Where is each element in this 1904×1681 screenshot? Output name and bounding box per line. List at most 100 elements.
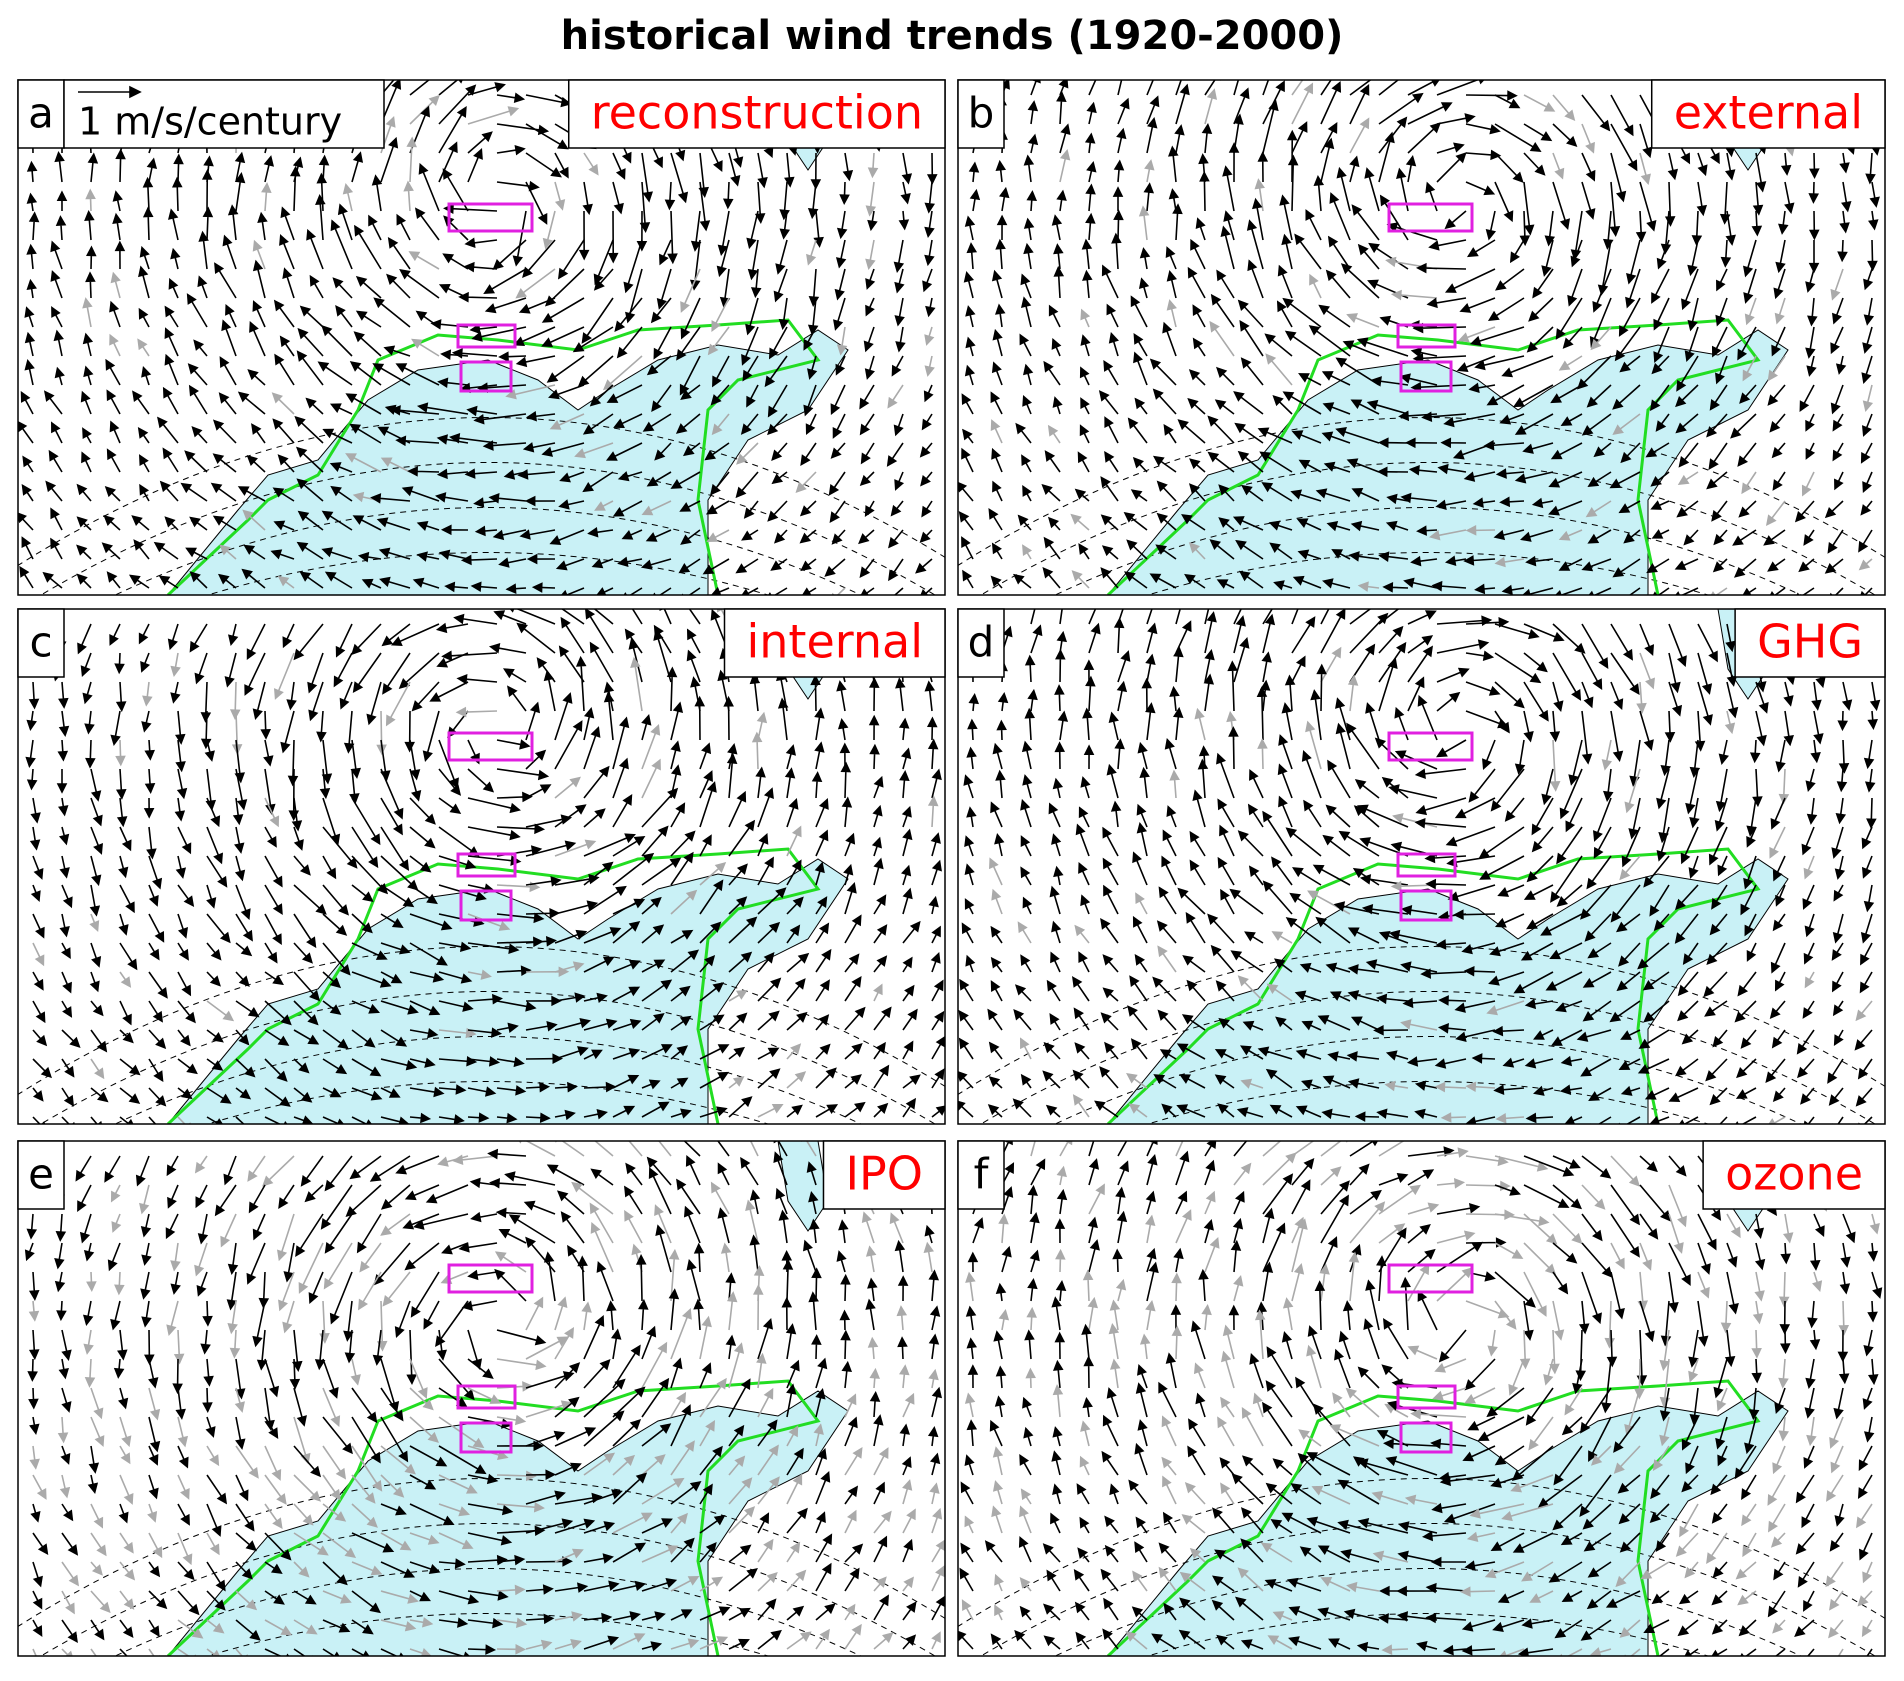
wind-vector bbox=[1838, 739, 1850, 774]
wind-vector bbox=[815, 922, 830, 944]
wind-vector bbox=[498, 557, 527, 568]
wind-vector bbox=[1519, 1329, 1531, 1370]
wind-vector bbox=[1803, 942, 1815, 965]
wind-vector bbox=[1102, 1628, 1119, 1650]
wind-vector bbox=[1639, 710, 1654, 751]
wind-vector bbox=[235, 913, 253, 942]
wind-vector bbox=[1149, 358, 1177, 386]
wind-vector bbox=[1146, 1261, 1159, 1302]
wind-vector bbox=[322, 1058, 348, 1075]
wind-vector bbox=[859, 558, 875, 579]
wind-vector bbox=[638, 1298, 649, 1331]
wind-vector bbox=[1494, 268, 1525, 291]
wind-vector bbox=[840, 1273, 851, 1302]
wind-vector bbox=[1217, 856, 1235, 886]
panel-label-box bbox=[567, 79, 946, 149]
wind-vector bbox=[26, 192, 38, 212]
wind-vector bbox=[815, 1448, 827, 1476]
wind-vector bbox=[89, 884, 101, 917]
wind-vector bbox=[1459, 297, 1496, 313]
panel-letter-box bbox=[17, 608, 65, 678]
wind-vector bbox=[594, 1141, 614, 1157]
wind-vector bbox=[1708, 442, 1728, 470]
wind-vector bbox=[58, 826, 70, 846]
wind-vector bbox=[1043, 1041, 1061, 1060]
wind-vector bbox=[830, 442, 846, 459]
wind-vector bbox=[1320, 137, 1335, 183]
wind-vector bbox=[496, 1000, 537, 1012]
wind-vector bbox=[496, 1085, 527, 1096]
wind-vector bbox=[1042, 566, 1061, 589]
panel-letter-box bbox=[957, 608, 1005, 678]
wind-vector bbox=[1320, 81, 1342, 125]
wind-vector bbox=[104, 485, 121, 502]
wind-vector bbox=[1365, 702, 1380, 741]
wind-vector bbox=[235, 971, 250, 987]
wind-vector bbox=[1248, 865, 1264, 886]
wind-vector bbox=[1523, 884, 1554, 900]
wind-vector bbox=[1552, 94, 1576, 122]
wind-vector bbox=[1074, 924, 1090, 944]
wind-vector bbox=[728, 1544, 752, 1563]
wind-vector bbox=[1603, 768, 1614, 803]
wind-vector bbox=[1349, 80, 1372, 96]
wind-vector bbox=[1349, 612, 1389, 654]
wind-vector bbox=[1349, 84, 1370, 125]
wind-vector bbox=[57, 739, 69, 762]
wind-vector bbox=[144, 1329, 155, 1366]
wind-vector bbox=[583, 1314, 605, 1360]
wind-vector bbox=[1188, 1418, 1206, 1447]
wind-vector bbox=[1523, 123, 1553, 142]
wind-vector bbox=[1322, 578, 1351, 589]
wind-vector bbox=[1332, 1392, 1351, 1418]
wind-vector bbox=[1660, 210, 1672, 255]
wind-vector bbox=[901, 1456, 912, 1476]
wind-vector bbox=[995, 238, 1006, 270]
wind-vector bbox=[148, 1358, 159, 1389]
wind-vector bbox=[1328, 1638, 1351, 1650]
wind-vector bbox=[1161, 1415, 1177, 1447]
wind-vector bbox=[1825, 1561, 1844, 1588]
wind-vector bbox=[242, 509, 266, 531]
wind-vector bbox=[964, 1392, 976, 1418]
wind-vector bbox=[148, 1000, 163, 1023]
graticule bbox=[1054, 1036, 1802, 1124]
wind-vector bbox=[641, 1545, 679, 1563]
wind-vector bbox=[409, 855, 432, 873]
wind-vector bbox=[21, 484, 34, 502]
wind-vector bbox=[923, 1241, 934, 1273]
wind-vector bbox=[641, 1423, 672, 1447]
wind-vector bbox=[1780, 1329, 1791, 1354]
wind-vector bbox=[1687, 239, 1699, 277]
wind-vector bbox=[219, 356, 237, 386]
wind-vector bbox=[1188, 483, 1206, 502]
wind-vector bbox=[294, 415, 324, 444]
wind-vector bbox=[728, 989, 748, 1002]
wind-vector bbox=[1653, 297, 1670, 331]
wind-vector bbox=[1203, 673, 1215, 712]
wind-vector bbox=[1053, 1359, 1064, 1389]
wind-vector bbox=[1116, 127, 1127, 154]
wind-vector bbox=[1168, 145, 1179, 183]
wind-vector bbox=[226, 1271, 238, 1311]
wind-vector bbox=[554, 720, 583, 770]
wind-vector bbox=[803, 326, 817, 351]
wind-vector bbox=[177, 1648, 197, 1656]
wind-vector bbox=[246, 1242, 266, 1285]
wind-vector bbox=[751, 731, 763, 770]
wind-vector bbox=[32, 855, 44, 880]
wind-vector bbox=[844, 1623, 862, 1650]
wind-vector bbox=[1824, 558, 1844, 574]
wind-vector bbox=[1584, 913, 1612, 942]
wind-vector bbox=[1128, 1103, 1148, 1118]
wind-vector bbox=[1320, 122, 1338, 154]
wind-vector bbox=[924, 680, 936, 712]
wind-vector bbox=[1831, 971, 1844, 993]
wind-vector bbox=[51, 306, 63, 328]
wind-vector bbox=[292, 1329, 303, 1373]
wind-vector bbox=[965, 1271, 976, 1302]
wind-vector bbox=[335, 304, 353, 328]
wind-vector bbox=[754, 181, 766, 225]
wind-vector bbox=[815, 1104, 839, 1118]
wind-vector bbox=[210, 482, 237, 502]
